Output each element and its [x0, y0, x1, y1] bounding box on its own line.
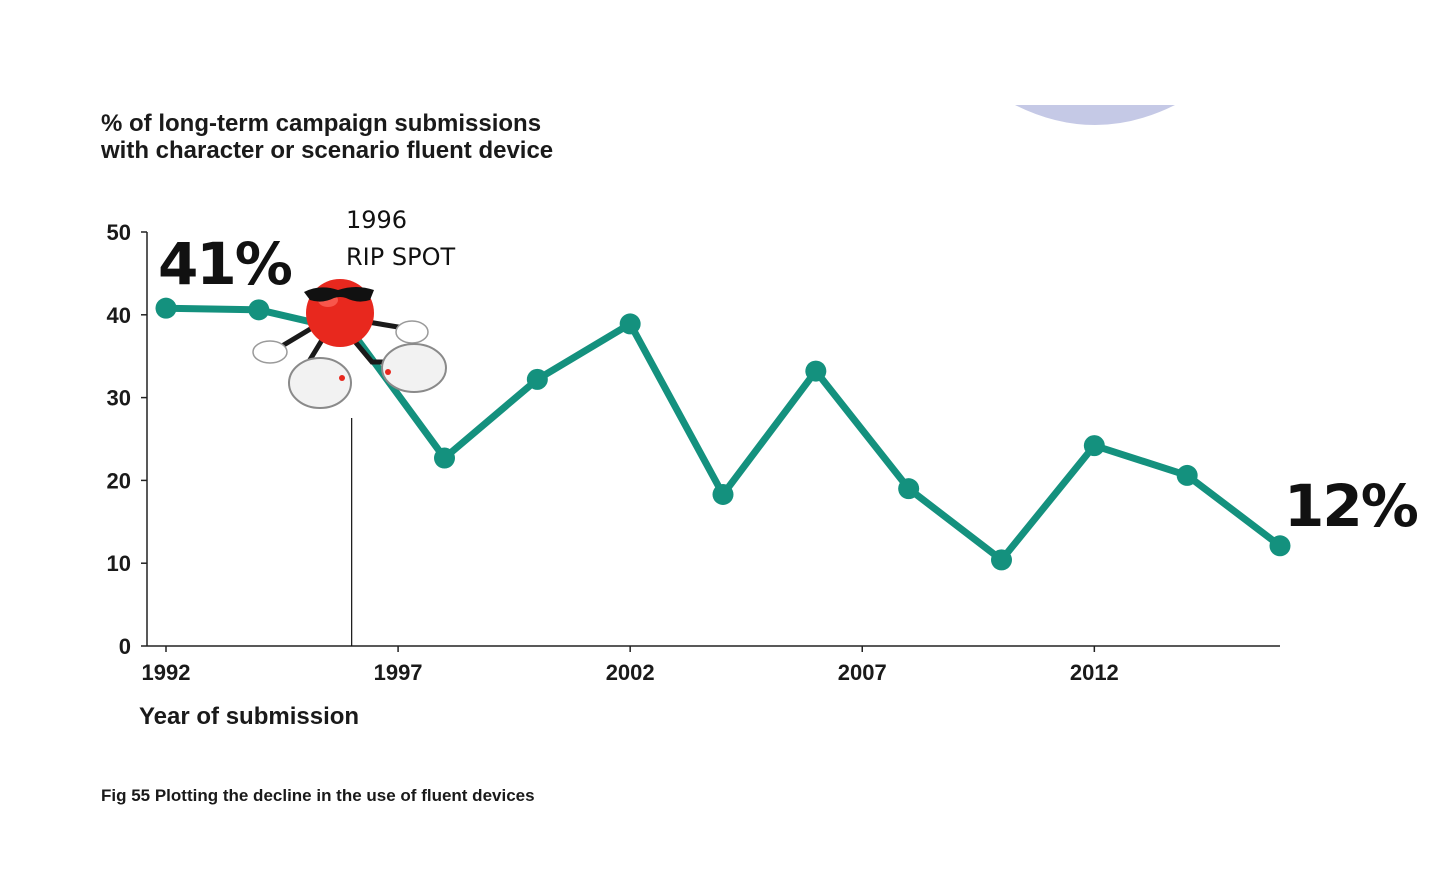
x-tick-label: 2012 — [1070, 660, 1119, 685]
annotation-label-line: 1996 — [346, 206, 407, 234]
data-point — [619, 313, 641, 335]
mascot-glove — [395, 320, 429, 344]
mascot-shoe — [288, 357, 352, 409]
mascot-shoe-dot — [385, 369, 391, 375]
figure-caption: Fig 55 Plotting the decline in the use o… — [101, 786, 535, 805]
data-point — [991, 549, 1012, 571]
data-point — [1269, 535, 1291, 557]
chart-title-line-1: % of long-term campaign submissions — [101, 110, 542, 137]
annotation-label-line: RIP SPOT — [346, 243, 455, 271]
mascot-shoe — [381, 343, 447, 393]
data-point — [898, 478, 920, 500]
data-point — [155, 297, 177, 319]
data-point — [712, 483, 734, 505]
mascot-shoe-dot — [339, 375, 345, 381]
data-point — [526, 368, 548, 390]
y-tick-label: 50 — [107, 220, 131, 245]
spot-mascot-icon — [252, 279, 447, 409]
end-value-label: 12% — [1284, 472, 1418, 540]
data-point — [434, 447, 455, 469]
mascot-glove — [252, 340, 288, 364]
start-value-label: 41% — [158, 230, 292, 298]
mascot-sunglasses — [304, 287, 374, 302]
y-tick-label: 30 — [107, 386, 131, 411]
x-tick-label: 1997 — [374, 660, 423, 685]
decorative-arc-shape — [1015, 105, 1175, 125]
data-point — [1083, 435, 1105, 457]
y-tick-label: 40 — [107, 303, 131, 328]
x-tick-label: 2002 — [606, 660, 655, 685]
data-point — [248, 299, 270, 321]
x-axis-title: Year of submission — [139, 703, 359, 730]
y-tick-label: 0 — [119, 634, 131, 659]
data-point — [805, 360, 827, 382]
data-point — [1176, 464, 1198, 486]
mascot-arm — [279, 325, 315, 349]
chart-title-line-2: with character or scenario fluent device — [101, 137, 554, 164]
chart-title: % of long-term campaign submissions with… — [101, 110, 553, 164]
x-tick-label: 1992 — [142, 660, 191, 685]
x-tick-label: 2007 — [838, 660, 887, 685]
y-tick-label: 20 — [107, 468, 131, 493]
y-tick-label: 10 — [107, 551, 131, 576]
